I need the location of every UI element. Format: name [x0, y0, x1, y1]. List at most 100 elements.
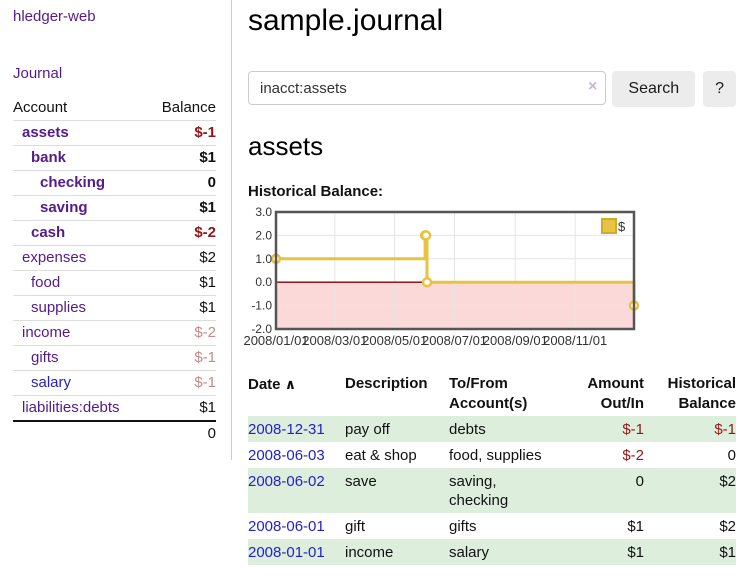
- transactions-header-date[interactable]: Date ∧: [248, 372, 345, 416]
- historical-balance-chart: $3.0 2.0 1.0 0.0 -1.0 -2.0 2008/01/01 2008/03/0…: [243, 205, 736, 354]
- account-balance: $-1: [194, 124, 216, 141]
- accounts-total-spacer: [13, 420, 148, 446]
- transaction-accounts: gifts: [449, 518, 477, 535]
- search-box: ×: [248, 71, 607, 107]
- transaction-accounts: food, supplies: [449, 447, 542, 464]
- sidebar: hledger-web Journal Account Balance asse…: [0, 0, 232, 460]
- page-title: sample.journal: [248, 4, 444, 37]
- transaction-amount: $-1: [622, 421, 644, 438]
- svg-text:0.0: 0.0: [255, 275, 272, 289]
- transaction-date-link[interactable]: 2008-12-31: [248, 421, 325, 438]
- account-link[interactable]: saving: [40, 199, 88, 216]
- transaction-description: pay off: [345, 421, 390, 438]
- accounts-table: Account Balance assets $-1 bank $1 check…: [13, 96, 216, 446]
- svg-text:2008/03/01: 2008/03/01: [302, 333, 367, 348]
- transactions-header-balance-line1: Historical: [667, 375, 736, 392]
- chart-legend-label: $: [618, 219, 626, 234]
- svg-text:2008/01/01: 2008/01/01: [243, 333, 308, 348]
- transactions-header-amount: Amount Out/In: [558, 372, 644, 416]
- account-balance: $1: [147, 395, 216, 421]
- account-balance: $-1: [147, 370, 216, 396]
- transaction-amount: $1: [627, 518, 644, 535]
- chart-legend-swatch: [601, 218, 617, 234]
- account-row: food $1: [13, 270, 216, 296]
- account-row: expenses $2: [13, 245, 216, 271]
- account-link[interactable]: salary: [31, 374, 72, 391]
- svg-text:-1.0: -1.0: [251, 299, 272, 313]
- svg-text:1.0: 1.0: [255, 252, 272, 266]
- account-link[interactable]: supplies: [31, 299, 87, 316]
- account-balance: $-2: [147, 220, 216, 246]
- svg-text:2008/11/01: 2008/11/01: [543, 333, 607, 348]
- transactions-table: Date ∧ Description To/From Account(s) Am…: [248, 372, 736, 565]
- account-balance: 0: [147, 170, 216, 196]
- account-link[interactable]: gifts: [31, 349, 59, 366]
- transaction-accounts: salary: [449, 544, 490, 561]
- account-row: liabilities:debts $1: [13, 395, 216, 421]
- transaction-date-link[interactable]: 2008-06-03: [248, 447, 325, 464]
- account-link[interactable]: bank: [31, 149, 67, 166]
- accounts-header-row: Account Balance: [13, 96, 216, 121]
- account-row: checking 0: [13, 170, 216, 196]
- account-link[interactable]: assets: [22, 124, 69, 141]
- transaction-balance: 0: [727, 447, 736, 464]
- main-content: sample.journal × Search ? assets Histori…: [243, 0, 736, 565]
- svg-text:2008/09/01: 2008/09/01: [483, 333, 548, 348]
- account-balance: $-2: [147, 320, 216, 346]
- account-row: bank $1: [13, 145, 216, 171]
- transaction-row: 2008-01-01 income salary $1 $1: [248, 539, 736, 565]
- account-balance: $1: [147, 295, 216, 321]
- chart-section-label: Historical Balance:: [248, 183, 384, 200]
- account-row: saving $1: [13, 195, 216, 221]
- accounts-header-balance: Balance: [147, 96, 216, 121]
- account-link[interactable]: expenses: [22, 249, 87, 266]
- nav-journal-link[interactable]: Journal: [13, 65, 63, 82]
- transactions-header-accounts-line1: To/From: [449, 375, 508, 392]
- transaction-amount: $-2: [622, 447, 644, 464]
- help-button[interactable]: ?: [703, 71, 736, 107]
- transaction-date-link[interactable]: 2008-01-01: [248, 544, 325, 561]
- clear-search-icon[interactable]: ×: [588, 78, 598, 95]
- transaction-amount: 0: [635, 473, 644, 490]
- account-link[interactable]: income: [22, 324, 71, 341]
- account-balance: $1: [147, 145, 216, 171]
- transaction-balance: $2: [719, 473, 736, 490]
- transactions-header-amount-line2: Out/In: [600, 395, 644, 412]
- svg-text:-2.0: -2.0: [251, 322, 272, 336]
- account-row: gifts $-1: [13, 345, 216, 371]
- search-button[interactable]: Search: [612, 71, 696, 107]
- search-input[interactable]: [248, 71, 607, 105]
- account-link[interactable]: checking: [40, 174, 106, 191]
- transactions-header-row: Date ∧ Description To/From Account(s) Am…: [248, 372, 736, 416]
- account-heading: assets: [248, 131, 324, 161]
- sort-ascending-icon: ∧: [284, 376, 297, 392]
- transaction-row: 2008-06-03 eat & shop food, supplies $-2…: [248, 442, 736, 468]
- svg-text:2.0: 2.0: [255, 228, 272, 242]
- transaction-description: save: [345, 473, 377, 490]
- transactions-header-date-label: Date: [248, 376, 281, 393]
- accounts-total-row: 0: [13, 420, 216, 446]
- transaction-date-link[interactable]: 2008-06-02: [248, 473, 325, 490]
- account-row: assets $-1: [13, 121, 216, 146]
- account-link[interactable]: food: [31, 274, 61, 291]
- account-link[interactable]: cash: [31, 224, 66, 241]
- svg-text:3.0: 3.0: [255, 205, 272, 219]
- svg-text:2008/05/01: 2008/05/01: [362, 333, 427, 348]
- transaction-row: 2008-06-02 save saving, checking 0 $2: [248, 468, 736, 513]
- account-balance: $1: [147, 195, 216, 221]
- account-balance: $2: [147, 245, 216, 271]
- search-row: × Search ?: [248, 71, 736, 107]
- transaction-amount: $1: [627, 544, 644, 561]
- account-row: salary $-1: [13, 370, 216, 396]
- app-brand-link[interactable]: hledger-web: [13, 8, 96, 25]
- accounts-header-account: Account: [13, 96, 148, 121]
- transactions-header-description: Description: [345, 375, 428, 392]
- transaction-accounts: debts: [449, 421, 486, 438]
- transactions-header-accounts-line2: Account(s): [449, 395, 528, 412]
- transaction-accounts: saving, checking: [449, 473, 509, 509]
- account-link[interactable]: liabilities:debts: [22, 399, 120, 416]
- account-balance: $1: [147, 270, 216, 296]
- transaction-date-link[interactable]: 2008-06-01: [248, 518, 325, 535]
- transaction-description: gift: [345, 518, 366, 535]
- transaction-balance: $-1: [714, 421, 736, 438]
